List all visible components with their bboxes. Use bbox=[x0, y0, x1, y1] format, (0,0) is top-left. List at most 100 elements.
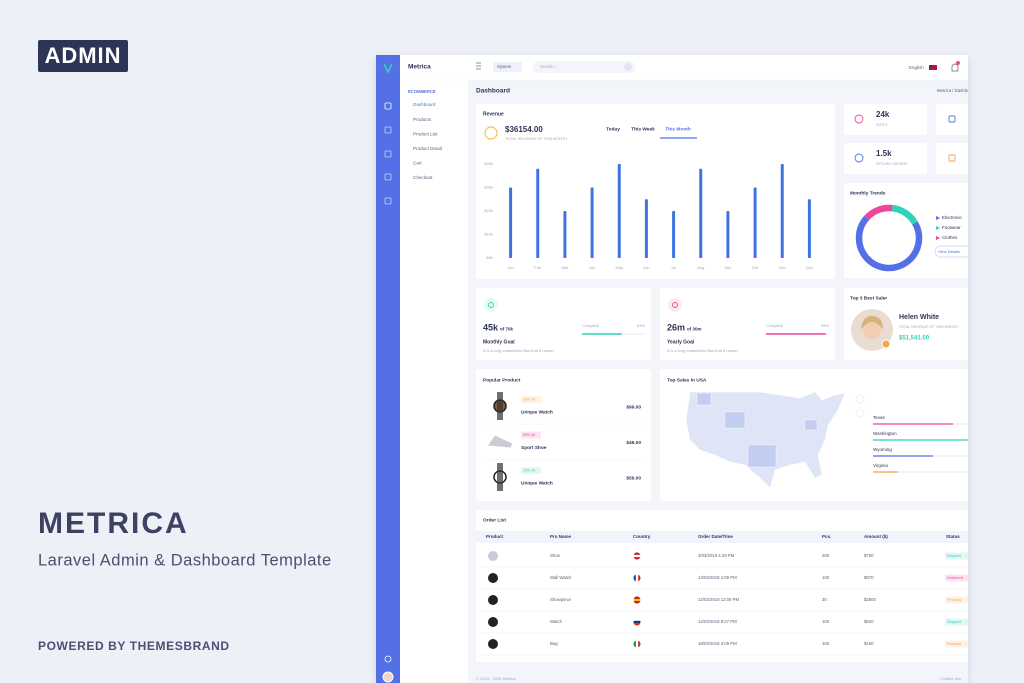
cell: Wall Watch bbox=[550, 575, 572, 580]
nav-item[interactable]: Product Detail bbox=[413, 146, 442, 151]
revenue-icon bbox=[484, 126, 498, 140]
y-tick-label: $0k bbox=[487, 255, 493, 260]
progress-percent: 63% bbox=[637, 323, 645, 328]
donut-segment bbox=[891, 204, 918, 225]
discount-tag bbox=[521, 467, 541, 474]
sidebar-icon bbox=[384, 150, 392, 158]
y-tick-label: $20k bbox=[484, 208, 493, 213]
card bbox=[660, 288, 835, 360]
dashboard: Metrica ECOMMERCE Dashboard Products Product… bbox=[376, 55, 971, 683]
stat-icon bbox=[948, 115, 956, 123]
nav-section: ECOMMERCE bbox=[408, 89, 436, 94]
promo: ADMIN METRICA Laravel Admin & Dashboard Te… bbox=[38, 40, 331, 653]
revenue-caption: TOTAL REVENUE OF THIS MONTH bbox=[505, 137, 567, 141]
status-label: Delivered bbox=[947, 576, 963, 580]
cell: Showpiece bbox=[550, 597, 572, 602]
state-name: Washington bbox=[873, 431, 897, 436]
table-header-bg bbox=[476, 531, 968, 543]
bar bbox=[617, 164, 621, 258]
status-pill bbox=[945, 574, 968, 582]
nav-item[interactable]: Cart bbox=[413, 161, 422, 166]
user-avatar bbox=[382, 671, 394, 683]
flag-stripe bbox=[635, 640, 639, 648]
cell: 14/03/2019 8:27 PM bbox=[698, 619, 737, 624]
cell: Watch bbox=[550, 619, 563, 624]
powered-by: POWERED BY THEMESBRAND bbox=[38, 639, 230, 653]
x-tick-label: Dec bbox=[806, 265, 813, 270]
flag-stripe bbox=[633, 640, 636, 648]
cell: $150 bbox=[864, 641, 874, 646]
card bbox=[936, 143, 968, 174]
status-label: Shipped bbox=[947, 620, 961, 624]
bar bbox=[699, 168, 703, 258]
stat-icon bbox=[854, 114, 864, 124]
nav-item[interactable]: Product List bbox=[413, 131, 438, 136]
card bbox=[844, 143, 927, 174]
badge bbox=[38, 40, 128, 72]
donut-segment bbox=[864, 204, 893, 221]
goal-icon bbox=[672, 302, 678, 308]
y-tick-label: $10k bbox=[484, 232, 493, 237]
zoom-button[interactable] bbox=[855, 394, 865, 404]
x-tick-label: Nov bbox=[779, 265, 786, 270]
product-name: Unique Watch bbox=[521, 480, 553, 486]
zoom-button[interactable] bbox=[855, 408, 865, 418]
flag-stripe bbox=[638, 574, 641, 582]
status-label: Pending bbox=[947, 598, 961, 602]
product-thumb bbox=[488, 551, 498, 561]
legend-label: Electronic bbox=[942, 215, 963, 220]
goal-value: 45k bbox=[483, 322, 499, 332]
system-label[interactable]: System bbox=[497, 64, 512, 69]
flag-icon bbox=[929, 65, 937, 70]
cell: $750 bbox=[864, 553, 874, 558]
search-box[interactable] bbox=[533, 61, 635, 73]
legend-label: Footwear bbox=[942, 225, 961, 230]
status-pill bbox=[945, 552, 968, 560]
country-flag bbox=[633, 596, 641, 604]
stat-label: VISITS bbox=[876, 123, 888, 127]
tab[interactable]: Today bbox=[606, 126, 620, 132]
discount-tag bbox=[521, 396, 541, 403]
language[interactable]: English bbox=[909, 65, 924, 70]
stat-value: 24k bbox=[876, 110, 890, 119]
product-price: $99.00 bbox=[626, 404, 641, 410]
chat-icon bbox=[384, 655, 392, 663]
donut-segment bbox=[855, 215, 923, 272]
x-tick-label: Apr bbox=[589, 265, 596, 270]
card bbox=[476, 288, 651, 360]
nav-item[interactable]: Checkout bbox=[413, 175, 433, 180]
cell: 18/03/2019 3:09 PM bbox=[698, 641, 737, 646]
cell: 100 bbox=[822, 619, 830, 624]
logo bbox=[383, 63, 393, 74]
view-details-button[interactable] bbox=[934, 245, 971, 258]
flag-stripe bbox=[633, 623, 641, 626]
goal-text: It is a long established fact that a rea… bbox=[667, 348, 739, 353]
highlighted-state bbox=[724, 411, 746, 429]
state-name: Virginia bbox=[873, 463, 888, 468]
discount-label: 10% off bbox=[523, 468, 535, 472]
product-thumb bbox=[488, 573, 498, 583]
tab[interactable]: This Week bbox=[631, 126, 655, 132]
nav-item[interactable]: Dashboard bbox=[413, 102, 436, 107]
badge-text: ADMIN bbox=[44, 43, 121, 68]
sidebar-icon bbox=[384, 197, 392, 205]
notification-dot bbox=[956, 61, 960, 65]
flag-stripe bbox=[633, 601, 641, 604]
sidebar-icon bbox=[384, 102, 392, 110]
card-title: Revenue bbox=[483, 111, 504, 117]
card bbox=[844, 104, 927, 135]
flag-stripe bbox=[633, 598, 641, 602]
nav-panel bbox=[400, 55, 468, 683]
bar bbox=[726, 211, 730, 258]
progress-label: Complete bbox=[766, 323, 784, 328]
cell: Bag bbox=[550, 641, 558, 646]
tab[interactable]: This Month bbox=[665, 126, 691, 132]
cell: 3/03/2019 4:29 PM bbox=[698, 553, 735, 558]
status-pill bbox=[945, 618, 968, 626]
nav-item[interactable]: Products bbox=[413, 117, 432, 122]
icon-sidebar bbox=[376, 55, 400, 683]
footer-credit: Crafted with bbox=[940, 676, 961, 681]
stat-value: 1.5k bbox=[876, 149, 892, 158]
